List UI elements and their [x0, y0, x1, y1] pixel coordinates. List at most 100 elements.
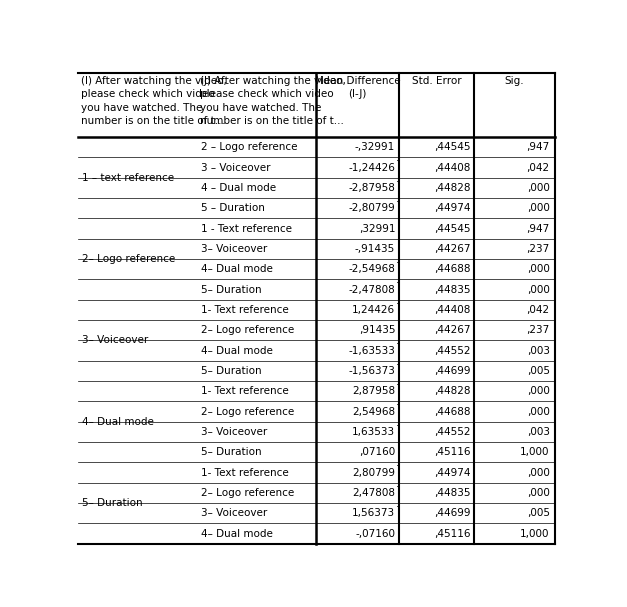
Text: 2,47808: 2,47808	[352, 488, 395, 498]
Text: 5– Duration: 5– Duration	[201, 366, 262, 376]
Text: ,000: ,000	[527, 386, 550, 396]
Text: ,45116: ,45116	[434, 529, 470, 538]
Text: 1 - Text reference: 1 - Text reference	[201, 223, 292, 234]
Text: ,000: ,000	[527, 407, 550, 416]
Text: 2,87958: 2,87958	[352, 386, 395, 396]
Text: ,003: ,003	[527, 345, 550, 356]
Text: 2– Logo reference: 2– Logo reference	[82, 254, 176, 264]
Text: 3– Voiceover: 3– Voiceover	[82, 336, 149, 345]
Text: Std. Error: Std. Error	[412, 76, 461, 86]
Text: 2– Logo reference: 2– Logo reference	[201, 407, 295, 416]
Text: 3– Voiceover: 3– Voiceover	[201, 427, 268, 437]
Text: Mean Difference
(I-J): Mean Difference (I-J)	[315, 76, 401, 100]
Text: ,45116: ,45116	[434, 447, 470, 457]
Text: ·: ·	[396, 257, 399, 270]
Text: ·: ·	[396, 297, 399, 311]
Text: 1,24426: 1,24426	[352, 305, 395, 315]
Text: 4– Dual mode: 4– Dual mode	[201, 345, 273, 356]
Text: -1,63533: -1,63533	[349, 345, 395, 356]
Text: ·: ·	[396, 419, 399, 433]
Text: 5– Duration: 5– Duration	[82, 498, 143, 508]
Text: ,44828: ,44828	[434, 183, 470, 193]
Text: -2,47808: -2,47808	[349, 285, 395, 294]
Text: ,000: ,000	[527, 467, 550, 478]
Text: ,000: ,000	[527, 203, 550, 213]
Text: ,005: ,005	[527, 366, 550, 376]
Text: ·: ·	[396, 277, 399, 290]
Text: ·: ·	[396, 338, 399, 351]
Text: ·: ·	[396, 379, 399, 392]
Text: ,042: ,042	[527, 305, 550, 315]
Text: -1,24426: -1,24426	[349, 163, 395, 172]
Text: ,44688: ,44688	[434, 407, 470, 416]
Text: -1,56373: -1,56373	[349, 366, 395, 376]
Text: 2– Logo reference: 2– Logo reference	[201, 488, 295, 498]
Text: ·: ·	[396, 501, 399, 514]
Text: ,44408: ,44408	[434, 305, 470, 315]
Text: ·: ·	[396, 196, 399, 209]
Text: ·: ·	[396, 155, 399, 168]
Text: ,44267: ,44267	[434, 244, 470, 254]
Text: ,000: ,000	[527, 183, 550, 193]
Text: ,000: ,000	[527, 264, 550, 274]
Text: ,44545: ,44545	[434, 223, 470, 234]
Text: ,44835: ,44835	[434, 285, 470, 294]
Text: -,32991: -,32991	[355, 142, 395, 152]
Text: ,44699: ,44699	[434, 508, 470, 518]
Text: -,07160: -,07160	[356, 529, 395, 538]
Text: ,44552: ,44552	[434, 345, 470, 356]
Text: 1,56373: 1,56373	[352, 508, 395, 518]
Text: 1 – text reference: 1 – text reference	[82, 173, 174, 183]
Text: 4 – Dual mode: 4 – Dual mode	[201, 183, 277, 193]
Text: ,947: ,947	[527, 142, 550, 152]
Text: -2,87958: -2,87958	[349, 183, 395, 193]
Text: -2,80799: -2,80799	[349, 203, 395, 213]
Text: ,32991: ,32991	[359, 223, 395, 234]
Text: 3– Voiceover: 3– Voiceover	[201, 244, 268, 254]
Text: 1,000: 1,000	[520, 529, 550, 538]
Text: 2,54968: 2,54968	[352, 407, 395, 416]
Text: ·: ·	[396, 481, 399, 493]
Text: ·: ·	[396, 359, 399, 371]
Text: ,07160: ,07160	[359, 447, 395, 457]
Text: -,91435: -,91435	[355, 244, 395, 254]
Text: ,44552: ,44552	[434, 427, 470, 437]
Text: 1- Text reference: 1- Text reference	[201, 386, 289, 396]
Text: ·: ·	[396, 399, 399, 412]
Text: 2 – Logo reference: 2 – Logo reference	[201, 142, 298, 152]
Text: ,003: ,003	[527, 427, 550, 437]
Text: ,44699: ,44699	[434, 366, 470, 376]
Text: ,44974: ,44974	[434, 203, 470, 213]
Text: ,005: ,005	[527, 508, 550, 518]
Text: ,000: ,000	[527, 285, 550, 294]
Text: 5 – Duration: 5 – Duration	[201, 203, 265, 213]
Text: ,44545: ,44545	[434, 142, 470, 152]
Text: 3– Voiceover: 3– Voiceover	[201, 508, 268, 518]
Text: 2,80799: 2,80799	[352, 467, 395, 478]
Text: 1- Text reference: 1- Text reference	[201, 467, 289, 478]
Text: ·: ·	[396, 176, 399, 189]
Text: 4– Dual mode: 4– Dual mode	[82, 417, 154, 427]
Text: ,237: ,237	[527, 244, 550, 254]
Text: ,947: ,947	[527, 223, 550, 234]
Text: ,91435: ,91435	[359, 325, 395, 335]
Text: ·: ·	[396, 460, 399, 473]
Text: 5– Duration: 5– Duration	[201, 447, 262, 457]
Text: ,44974: ,44974	[434, 467, 470, 478]
Text: (J) After watching the video,
please check which video
you have watched. The
num: (J) After watching the video, please che…	[200, 76, 345, 126]
Text: ,44835: ,44835	[434, 488, 470, 498]
Text: 1,63533: 1,63533	[352, 427, 395, 437]
Text: 1,000: 1,000	[520, 447, 550, 457]
Text: ,042: ,042	[527, 163, 550, 172]
Text: 5– Duration: 5– Duration	[201, 285, 262, 294]
Text: 2– Logo reference: 2– Logo reference	[201, 325, 295, 335]
Text: ,44267: ,44267	[434, 325, 470, 335]
Text: 4– Dual mode: 4– Dual mode	[201, 264, 273, 274]
Text: 4– Dual mode: 4– Dual mode	[201, 529, 273, 538]
Text: ,237: ,237	[527, 325, 550, 335]
Text: -2,54968: -2,54968	[349, 264, 395, 274]
Text: ,000: ,000	[527, 488, 550, 498]
Text: ,44688: ,44688	[434, 264, 470, 274]
Text: 3 – Voiceover: 3 – Voiceover	[201, 163, 271, 172]
Text: Sig.: Sig.	[505, 76, 524, 86]
